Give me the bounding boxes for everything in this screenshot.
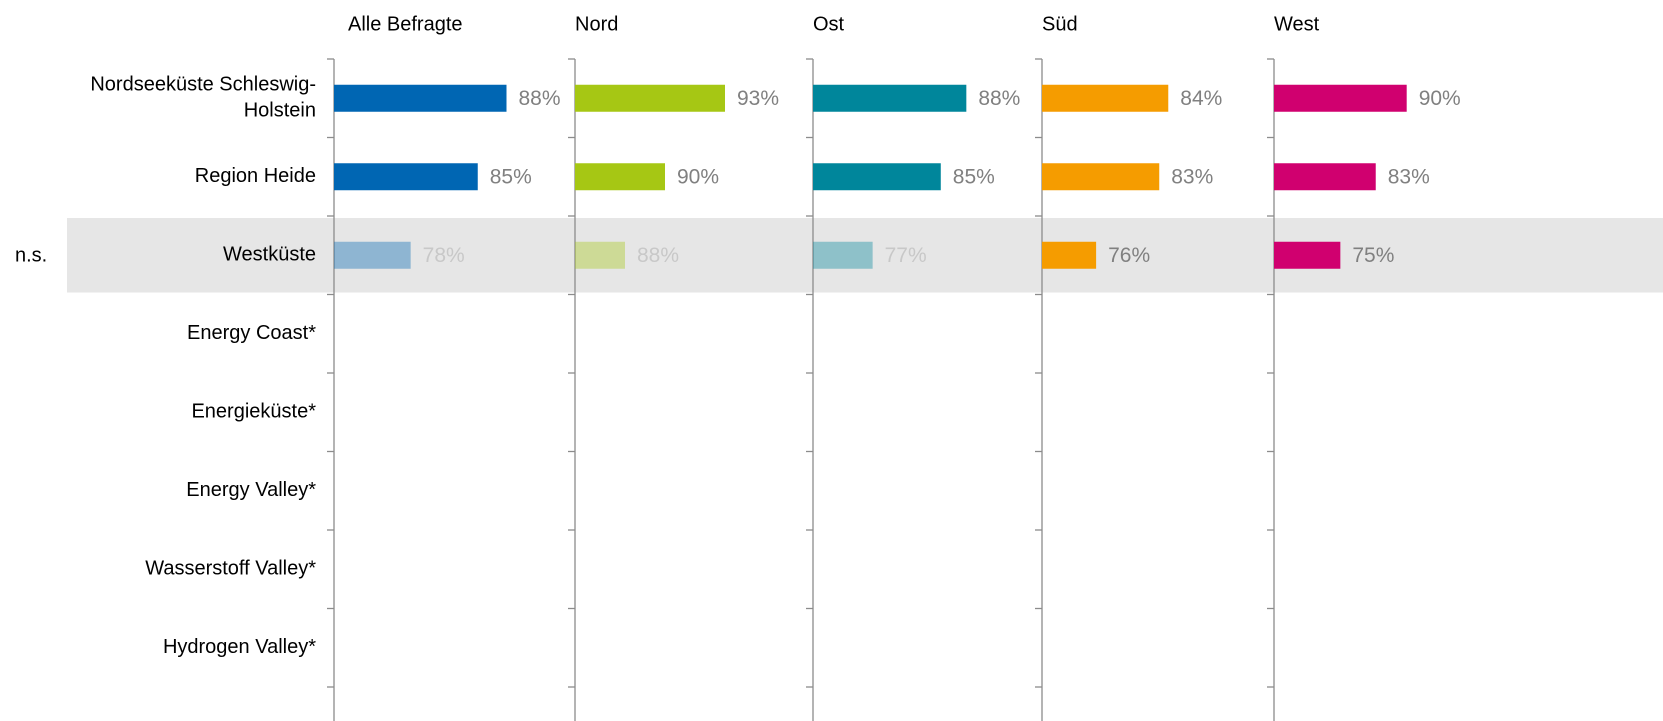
value-label: 78%	[423, 244, 465, 267]
category-label: Energy Coast*	[187, 322, 316, 344]
value-label: 88%	[637, 244, 679, 267]
panel-title: Süd	[1042, 13, 1078, 35]
bar	[1274, 241, 1341, 269]
value-label: 76%	[1108, 244, 1150, 267]
value-label: 83%	[1388, 165, 1430, 188]
bar	[1042, 84, 1169, 112]
bar	[813, 241, 873, 269]
bar	[575, 163, 665, 191]
value-label: 88%	[519, 87, 561, 110]
category-label: Hydrogen Valley*	[163, 636, 316, 658]
highlight-band	[67, 218, 1663, 293]
category-label: Westküste	[223, 244, 316, 266]
panel-title: Nord	[575, 13, 618, 35]
value-label: 93%	[737, 87, 779, 110]
value-label: 88%	[978, 87, 1020, 110]
category-label: Energieküste*	[191, 401, 316, 423]
value-label: 90%	[677, 165, 719, 188]
value-label: 84%	[1180, 87, 1222, 110]
bar	[334, 84, 507, 112]
value-label: 85%	[953, 165, 995, 188]
bar	[334, 241, 411, 269]
bar	[1274, 84, 1407, 112]
value-label: 83%	[1171, 165, 1213, 188]
category-label: Region Heide	[195, 165, 316, 187]
bar	[575, 241, 625, 269]
value-label: 85%	[490, 165, 532, 188]
value-label: 90%	[1419, 87, 1461, 110]
bar	[575, 84, 725, 112]
annotation: n.s.	[15, 244, 47, 266]
bar	[334, 163, 478, 191]
panel-title: Alle Befragte	[348, 13, 463, 35]
bar	[1042, 163, 1160, 191]
value-label: 77%	[885, 244, 927, 267]
bar	[1274, 163, 1376, 191]
category-label: Energy Valley*	[186, 479, 316, 501]
panel-title: Ost	[813, 13, 845, 35]
category-label: Nordseeküste Schleswig-Holstein	[90, 74, 316, 122]
bar	[813, 163, 941, 191]
value-label: 75%	[1352, 244, 1394, 267]
bar	[813, 84, 967, 112]
panel-title: West	[1274, 13, 1320, 35]
category-label: Wasserstoff Valley*	[145, 558, 316, 580]
bar	[1042, 241, 1097, 269]
